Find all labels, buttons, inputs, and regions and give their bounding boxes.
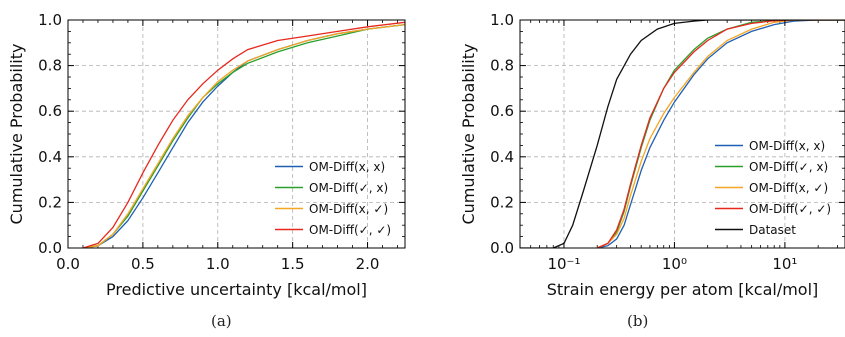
caption-b: (b): [627, 312, 649, 330]
y-tick-label: 0.0: [490, 239, 514, 257]
x-tick-label: 0.0: [56, 255, 80, 273]
x-tick-label: 2.0: [356, 255, 380, 273]
x-tick-label: 10⁻¹: [547, 255, 580, 273]
legend-entry: OM-Diff(x, ✓): [749, 181, 828, 195]
y-tick-label: 0.4: [38, 148, 62, 166]
y-tick-label: 0.6: [38, 102, 62, 120]
series-line-Dataset: [520, 20, 845, 248]
y-tick-label: 0.2: [38, 193, 62, 211]
series-line-OM-Diff(x, ✓): [82, 23, 405, 248]
series-line-OM-Diff(x, x): [597, 20, 845, 248]
y-axis-label: Cumulative Probability: [459, 44, 478, 225]
y-tick-label: 0.8: [490, 57, 514, 75]
legend-entry: OM-Diff(✓, x): [309, 181, 388, 195]
x-tick-label: 10¹: [772, 255, 797, 273]
legend-entry: OM-Diff(✓, x): [749, 160, 828, 174]
legend-entry: OM-Diff(x, x): [309, 160, 385, 174]
chart-panel-b: 10⁻¹ 10⁰ 10¹ 0.0 0.2 0.4 0.6 0.8 1.0 Strain energ…: [459, 11, 845, 299]
x-tick-label: 0.5: [131, 255, 155, 273]
y-tick-label: 1.0: [38, 11, 62, 29]
y-axis-label: Cumulative Probability: [7, 44, 26, 225]
plot-frame: [519, 19, 845, 249]
y-tick-label: 0.2: [490, 193, 514, 211]
x-tick-label: 1.5: [281, 255, 305, 273]
chart-panel-a: 0.0 0.5 1.0 1.5 2.0 0.0 0.2 0.4 0.6 0.8 1.0 Predict…: [7, 11, 406, 299]
legend-entry: OM-Diff(x, x): [749, 139, 825, 153]
y-tick-label: 1.0: [490, 11, 514, 29]
caption-a: (a): [211, 312, 232, 330]
x-axis-label: Predictive uncertainty [kcal/mol]: [106, 280, 367, 299]
y-tick-label: 0.4: [490, 148, 514, 166]
legend-entry: OM-Diff(✓, ✓): [309, 223, 391, 237]
series-line-OM-Diff(✓, ✓): [82, 21, 405, 248]
legend-entry: Dataset: [749, 223, 796, 237]
x-axis-label: Strain energy per atom [kcal/mol]: [547, 280, 819, 299]
y-tick-label: 0.8: [38, 57, 62, 75]
x-tick-label: 10⁰: [662, 255, 687, 273]
x-tick-label: 1.0: [206, 255, 230, 273]
legend-entry: OM-Diff(x, ✓): [309, 202, 388, 216]
y-tick-label: 0.6: [490, 102, 514, 120]
legend-entry: OM-Diff(✓, ✓): [749, 202, 831, 216]
y-tick-label: 0.0: [38, 239, 62, 257]
series-line-OM-Diff(x, ✓): [596, 20, 845, 248]
plot-frame: [67, 19, 406, 249]
